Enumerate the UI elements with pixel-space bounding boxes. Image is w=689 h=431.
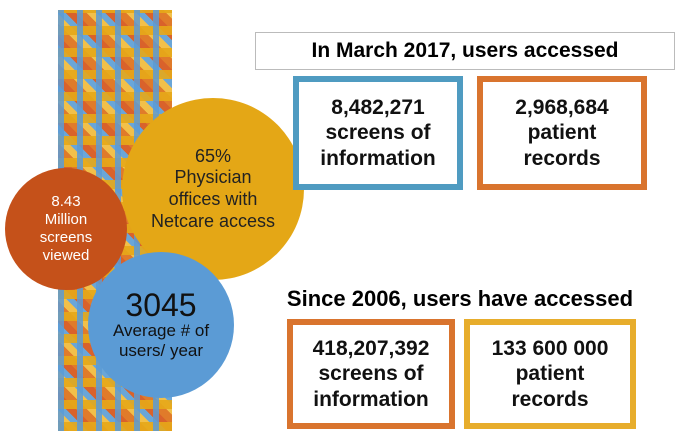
stat-label: screens of information [308,120,448,170]
stat-box: 418,207,392 screens of information [287,319,455,429]
circle-value: 3045 [125,289,196,321]
heading: In March 2017, users accessed [255,32,675,70]
stat-value: 133 600 000 [492,336,609,361]
infographic: 65% Physician offices with Netcare acces… [0,0,689,431]
stat-label: patient records [512,120,612,170]
circle-label: Physician offices with Netcare access [148,167,278,232]
stat-value: 418,207,392 [313,336,430,361]
circle: 3045 Average # of users/ year [88,252,234,398]
circle-label: Average # of users/ year [111,321,211,362]
stat-value: 8,482,271 [331,95,424,120]
stat-box: 2,968,684 patient records [477,76,647,190]
stat-box: 133 600 000 patient records [464,319,636,429]
circle-label: Million screens viewed [31,211,101,265]
stat-label: screens of information [301,361,441,411]
circle-value: 8.43 [51,193,80,211]
circle: 8.43 Million screens viewed [5,168,127,290]
stat-label: patient records [500,361,600,411]
heading: Since 2006, users have accessed [240,286,680,312]
circle-value: 65% [195,146,231,168]
stat-value: 2,968,684 [515,95,608,120]
stat-box: 8,482,271 screens of information [293,76,463,190]
